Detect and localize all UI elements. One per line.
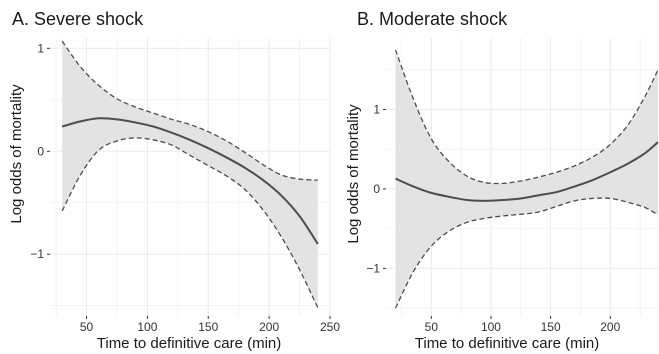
confidence-band xyxy=(395,49,658,309)
x-tick-label: 250 xyxy=(320,320,340,334)
x-tick-label: 50 xyxy=(425,320,439,334)
tick-label-layer: 50 100 150 200 −1 0 1 xyxy=(366,102,620,334)
x-tick-label: 100 xyxy=(481,320,501,334)
y-tick-label: 0 xyxy=(373,182,380,196)
tick-label-layer: 50 100 150 200 250 −1 0 1 xyxy=(30,41,340,334)
x-tick-label: 150 xyxy=(198,320,218,334)
lower-bound-line xyxy=(394,197,659,309)
x-tick-label: 50 xyxy=(80,320,94,334)
lower-bound-line xyxy=(61,137,319,309)
confidence-band-layer xyxy=(395,49,658,309)
y-tick-label: 0 xyxy=(37,144,44,158)
series-line-layer xyxy=(61,40,319,309)
x-tick-label: 100 xyxy=(137,320,157,334)
y-axis-title: Log odds of mortality xyxy=(345,104,362,244)
estimate-line xyxy=(395,141,659,202)
x-tick-label: 150 xyxy=(541,320,561,334)
upper-bound-line xyxy=(61,40,318,181)
panel-moderate-shock: 50 100 150 200 −1 0 1 B. Moderate shock Time t… xyxy=(345,9,659,352)
x-tick-label: 200 xyxy=(600,320,620,334)
y-tick-label: 1 xyxy=(373,102,380,116)
estimate-line xyxy=(61,117,319,245)
y-tick-label: 1 xyxy=(37,41,44,55)
panel-title: B. Moderate shock xyxy=(357,9,508,29)
confidence-band-layer xyxy=(62,41,318,308)
series-line-layer xyxy=(394,49,659,309)
y-axis-title: Log odds of mortality xyxy=(8,84,25,224)
y-tick-label: −1 xyxy=(30,247,44,261)
upper-bound-line xyxy=(394,49,659,185)
y-tick-label: −1 xyxy=(366,261,380,275)
x-tick-label: 200 xyxy=(259,320,279,334)
panel-title: A. Severe shock xyxy=(12,9,144,29)
confidence-band xyxy=(62,41,318,308)
x-axis-title: Time to definitive care (min) xyxy=(415,335,600,352)
panel-severe-shock: 50 100 150 200 250 −1 0 1 A. Severe shock Time … xyxy=(8,9,340,352)
x-axis-title: Time to definitive care (min) xyxy=(97,335,282,352)
